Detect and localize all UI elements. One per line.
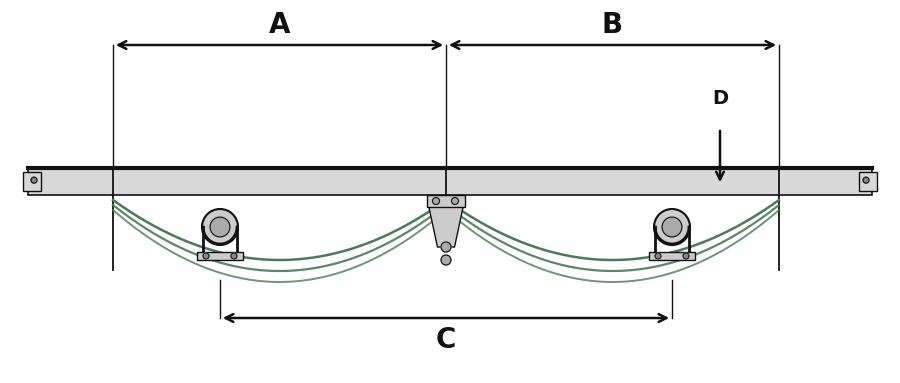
Text: A: A [269, 11, 290, 39]
Bar [28, 168, 872, 195]
Polygon shape [429, 207, 464, 247]
Circle shape [210, 217, 230, 237]
Circle shape [655, 253, 661, 259]
Circle shape [441, 242, 451, 252]
Bar [23, 172, 41, 191]
Circle shape [31, 177, 37, 183]
Circle shape [452, 198, 458, 205]
Circle shape [203, 253, 209, 259]
Bar [649, 252, 695, 260]
Circle shape [202, 209, 238, 245]
Bar [427, 195, 465, 207]
Text: C: C [436, 326, 456, 354]
Circle shape [231, 253, 237, 259]
Circle shape [433, 198, 439, 205]
Text: D: D [712, 89, 728, 108]
Circle shape [863, 177, 869, 183]
Text: B: B [602, 11, 623, 39]
Circle shape [654, 209, 690, 245]
Bar [859, 172, 877, 191]
Bar [197, 252, 243, 260]
Circle shape [441, 255, 451, 265]
Circle shape [662, 217, 682, 237]
Circle shape [683, 253, 689, 259]
